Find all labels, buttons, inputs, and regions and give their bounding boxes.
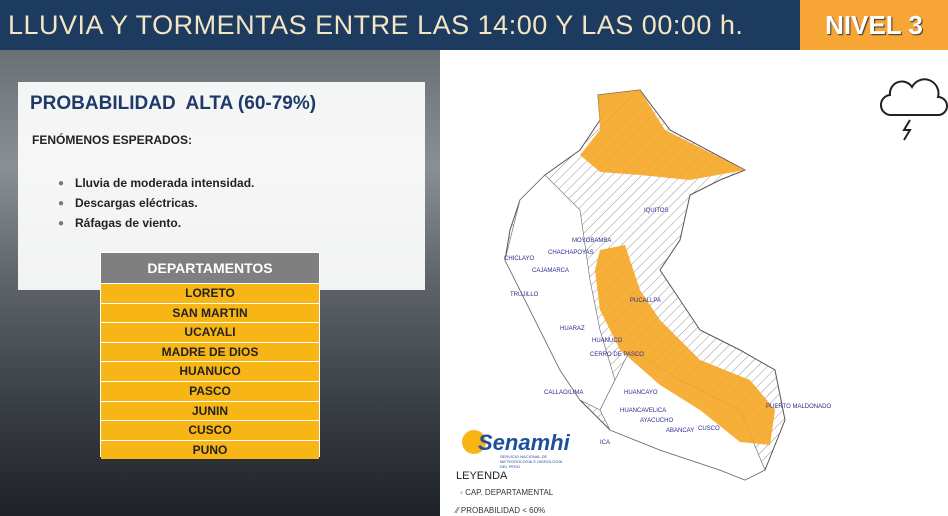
- phenomenon: Descargas eléctricas.: [75, 196, 198, 210]
- department-row: SAN MARTIN: [101, 303, 319, 323]
- city-label: TRUJILLO: [510, 292, 538, 298]
- department-row: MADRE DE DIOS: [101, 342, 319, 362]
- logo-subtitle: SERVICIO NACIONAL DE METEOROLOGÍA E HIDR…: [500, 454, 570, 469]
- city-label: MOYOBAMBA: [572, 238, 611, 244]
- city-label: HUANCAVELICA: [620, 408, 666, 414]
- page: LLUVIA Y TORMENTAS ENTRE LAS 14:00 Y LAS…: [0, 0, 948, 516]
- city-label: PUERTO MALDONADO: [766, 404, 831, 410]
- legend-item: ◦ CAP. DEPARTAMENTAL: [460, 488, 553, 497]
- city-label: HUANCAYO: [624, 390, 658, 396]
- department-row: UCAYALI: [101, 322, 319, 342]
- city-label: CHACHAPOYAS: [548, 250, 594, 256]
- phenomena-heading: FENÓMENOS ESPERADOS:: [32, 133, 192, 147]
- city-label: CALLAO/LIMA: [544, 390, 583, 396]
- high-probability-north: [580, 90, 745, 180]
- legend-item: ⁄⁄ PROBABILIDAD < 60%: [456, 506, 545, 515]
- alert-level: NIVEL 3: [800, 0, 948, 50]
- logo-text: Senamhi: [478, 430, 570, 456]
- city-label: HUARAZ: [560, 326, 585, 332]
- lightning-icon: [904, 120, 910, 140]
- city-label: ICA: [600, 440, 610, 446]
- legend-title: LEYENDA: [456, 470, 507, 482]
- city-label: CERRO DE PASCO: [590, 352, 644, 358]
- phenomenon: Ráfagas de viento.: [75, 216, 181, 230]
- header-title: LLUVIA Y TORMENTAS ENTRE LAS 14:00 Y LAS…: [0, 0, 800, 50]
- bullet: ●: [58, 198, 64, 209]
- probability: PROBABILIDAD ALTA (60-79%): [30, 93, 316, 115]
- city-label: HUANUCO: [592, 338, 622, 344]
- city-label: AYACUCHO: [640, 418, 673, 424]
- department-row: HUANUCO: [101, 361, 319, 381]
- city-label: ABANCAY: [666, 428, 694, 434]
- department-row: JUNIN: [101, 401, 319, 421]
- department-row: PASCO: [101, 381, 319, 401]
- city-label: CHICLAYO: [504, 256, 534, 262]
- city-label: CUSCO: [698, 426, 720, 432]
- bullet: ●: [58, 218, 64, 229]
- phenomenon: Lluvia de moderada intensidad.: [75, 176, 254, 190]
- department-row: CUSCO: [101, 420, 319, 440]
- city-label: CAJAMARCA: [532, 268, 569, 274]
- department-row: PUNO: [101, 440, 319, 460]
- legend-label: PROBABILIDAD < 60%: [461, 506, 545, 515]
- weather-icon: [881, 79, 947, 115]
- bullet: ●: [58, 178, 64, 189]
- table-header: DEPARTAMENTOS: [101, 253, 319, 283]
- legend-label: CAP. DEPARTAMENTAL: [465, 488, 553, 497]
- city-label: PUCALLPA: [630, 298, 661, 304]
- department-row: LORETO: [101, 283, 319, 303]
- city-label: IQUITOS: [644, 208, 669, 214]
